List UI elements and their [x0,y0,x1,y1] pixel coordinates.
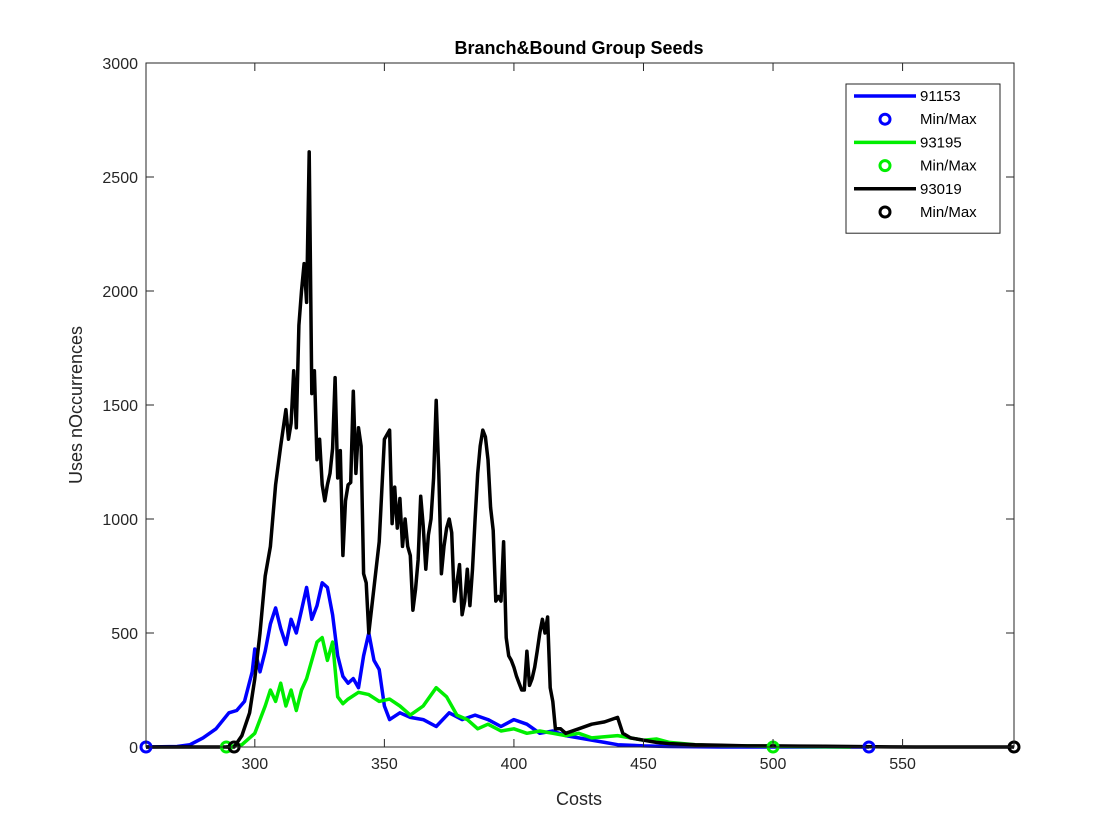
y-tick-label: 0 [129,740,138,757]
x-tick-label: 400 [501,756,528,773]
legend-marker-swatch [878,159,892,173]
plot-area: 300 350 400 450 500 550 0 500 1000 1500 2000 2500 30… [102,56,1021,773]
y-tick-label: 1500 [102,398,138,415]
legend-label: Min/Max [920,204,977,221]
legend-marker-swatch [878,205,892,219]
y-tick-label: 2000 [102,284,138,301]
tick-layer: 300 350 400 450 500 550 0 500 1000 1500 2000 2500 30… [102,56,1014,773]
y-tick-label: 1000 [102,512,138,529]
chart-title: Branch&Bound Group Seeds [454,38,703,58]
legend-label: Min/Max [920,158,977,175]
x-tick-label: 350 [371,756,398,773]
legend-label: Min/Max [920,111,977,128]
legend-marker-swatch [878,112,892,126]
legend-label: 93195 [920,134,962,151]
legend-box [845,83,1001,234]
legend: 91153 Min/Max 93195 Min/Max 93019 Min/Max [845,83,1001,234]
y-tick-label: 500 [111,626,138,643]
x-tick-label: 550 [889,756,916,773]
y-tick-label: 2500 [102,170,138,187]
y-tick-label: 3000 [102,56,138,73]
series-line-93019 [146,150,1014,749]
legend-label: 93019 [920,181,962,198]
x-tick-label: 300 [241,756,268,773]
x-axis-label: Costs [556,789,602,809]
y-axis-label: Uses nOccurrences [66,326,86,484]
x-tick-label: 450 [630,756,657,773]
legend-label: 91153 [920,88,961,105]
x-tick-label: 500 [760,756,787,773]
